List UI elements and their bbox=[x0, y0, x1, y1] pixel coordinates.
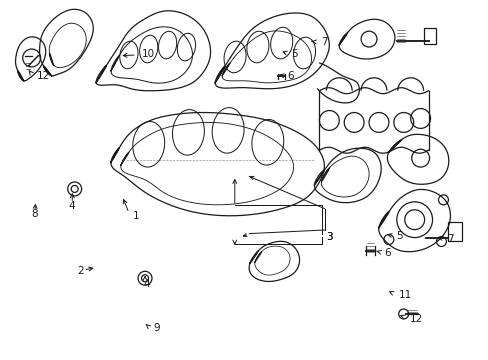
Bar bbox=[447, 222, 461, 242]
Text: 3: 3 bbox=[325, 232, 332, 242]
Text: 1: 1 bbox=[133, 211, 139, 221]
Text: 5: 5 bbox=[291, 49, 298, 59]
Text: 6: 6 bbox=[286, 71, 293, 81]
Text: 12: 12 bbox=[408, 314, 422, 324]
Text: 3: 3 bbox=[325, 232, 332, 242]
Bar bbox=[423, 28, 435, 44]
Text: 4: 4 bbox=[143, 279, 150, 289]
Text: 7: 7 bbox=[321, 37, 327, 48]
Text: 11: 11 bbox=[398, 290, 411, 300]
Text: 5: 5 bbox=[395, 231, 402, 242]
Text: 9: 9 bbox=[153, 323, 160, 333]
Text: 2: 2 bbox=[77, 266, 83, 276]
Text: 6: 6 bbox=[384, 248, 390, 258]
Text: 12: 12 bbox=[37, 71, 50, 81]
Text: 10: 10 bbox=[142, 49, 154, 59]
Text: 4: 4 bbox=[69, 201, 75, 211]
Text: 7: 7 bbox=[447, 234, 453, 244]
Text: 8: 8 bbox=[31, 209, 38, 219]
